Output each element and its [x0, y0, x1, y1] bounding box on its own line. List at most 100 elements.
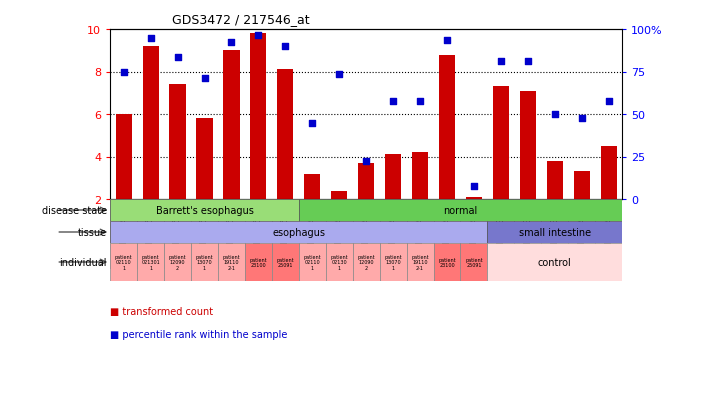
Point	[172, 54, 183, 61]
Point	[603, 99, 614, 105]
Bar	[547, 161, 563, 199]
Bar	[299, 199, 326, 269]
Bar	[326, 199, 353, 269]
Text: GSM327648: GSM327648	[469, 211, 479, 257]
Point	[279, 44, 291, 50]
Bar	[272, 199, 299, 269]
Text: GSM327651: GSM327651	[173, 211, 182, 257]
Bar	[353, 243, 380, 281]
Bar	[353, 199, 380, 269]
Bar	[385, 155, 401, 199]
Bar	[493, 87, 509, 199]
Text: patient
25091: patient 25091	[465, 257, 483, 268]
Bar	[601, 147, 616, 199]
Text: control: control	[538, 257, 572, 267]
Text: GSM327653: GSM327653	[227, 211, 236, 258]
Bar	[110, 199, 299, 221]
Text: ■ percentile rank within the sample: ■ percentile rank within the sample	[110, 329, 287, 339]
Point	[415, 99, 426, 105]
Point	[306, 120, 318, 126]
Text: GSM327645: GSM327645	[389, 211, 397, 258]
Text: GSM327642: GSM327642	[308, 211, 317, 257]
Bar	[110, 199, 137, 269]
Bar	[164, 243, 191, 281]
Point	[226, 39, 237, 46]
Text: patient
13070
1: patient 13070 1	[196, 254, 213, 270]
Point	[145, 35, 156, 42]
Text: GSM327638: GSM327638	[523, 211, 533, 257]
Text: GSM327641: GSM327641	[604, 211, 613, 257]
Text: GSM327644: GSM327644	[362, 211, 370, 258]
Bar	[380, 243, 407, 281]
Bar	[299, 199, 622, 221]
Bar	[196, 119, 213, 199]
Text: small intestine: small intestine	[519, 228, 591, 237]
Text: patient
13070
1: patient 13070 1	[385, 254, 402, 270]
Point	[387, 99, 399, 105]
Text: patient
23100: patient 23100	[438, 257, 456, 268]
Bar	[169, 85, 186, 199]
Bar	[488, 243, 622, 281]
Point	[469, 183, 480, 190]
Bar	[407, 199, 434, 269]
Bar	[488, 221, 622, 243]
Text: GSM327655: GSM327655	[281, 211, 290, 258]
Bar	[520, 91, 536, 199]
Text: tissue: tissue	[77, 228, 107, 237]
Point	[442, 37, 453, 44]
Bar	[218, 243, 245, 281]
Text: patient
02130
1: patient 02130 1	[331, 254, 348, 270]
Bar	[223, 51, 240, 199]
Point	[549, 112, 560, 118]
Bar	[137, 243, 164, 281]
Point	[495, 58, 506, 65]
Text: patient
23100: patient 23100	[250, 257, 267, 268]
Point	[199, 76, 210, 82]
Bar	[595, 199, 622, 269]
Text: patient
02110
1: patient 02110 1	[304, 254, 321, 270]
Point	[252, 33, 264, 40]
Point	[522, 58, 533, 65]
Bar	[461, 243, 488, 281]
Text: GSM327637: GSM327637	[496, 211, 506, 258]
Bar	[304, 174, 321, 199]
Text: GSM327639: GSM327639	[550, 211, 560, 258]
Text: GSM327646: GSM327646	[415, 211, 424, 258]
Bar	[568, 199, 595, 269]
Point	[118, 69, 129, 76]
Point	[576, 116, 587, 122]
Text: patient
021301
1: patient 021301 1	[141, 254, 160, 270]
Bar	[439, 55, 455, 199]
Text: esophagus: esophagus	[272, 228, 326, 237]
Text: GSM327649: GSM327649	[119, 211, 128, 258]
Text: GSM327650: GSM327650	[146, 211, 155, 258]
Text: Barrett's esophagus: Barrett's esophagus	[156, 206, 253, 216]
Bar	[407, 243, 434, 281]
Bar	[434, 243, 461, 281]
Text: GSM327643: GSM327643	[335, 211, 343, 258]
Text: patient
19110
2-1: patient 19110 2-1	[411, 254, 429, 270]
Bar	[466, 197, 482, 199]
Bar	[218, 199, 245, 269]
Bar	[434, 199, 461, 269]
Bar	[164, 199, 191, 269]
Bar	[277, 70, 294, 199]
Bar	[110, 243, 137, 281]
Bar	[358, 164, 374, 199]
Text: patient
12090
2: patient 12090 2	[169, 254, 186, 270]
Bar	[191, 199, 218, 269]
Bar	[380, 199, 407, 269]
Point	[333, 71, 345, 78]
Text: patient
02110
1: patient 02110 1	[115, 254, 132, 270]
Bar	[137, 199, 164, 269]
Bar	[412, 153, 428, 199]
Bar	[541, 199, 568, 269]
Text: patient
12090
2: patient 12090 2	[358, 254, 375, 270]
Bar	[574, 172, 590, 199]
Bar	[110, 221, 488, 243]
Text: individual: individual	[59, 257, 107, 267]
Bar	[245, 243, 272, 281]
Bar	[461, 199, 488, 269]
Text: disease state: disease state	[41, 206, 107, 216]
Text: GSM327640: GSM327640	[577, 211, 586, 258]
